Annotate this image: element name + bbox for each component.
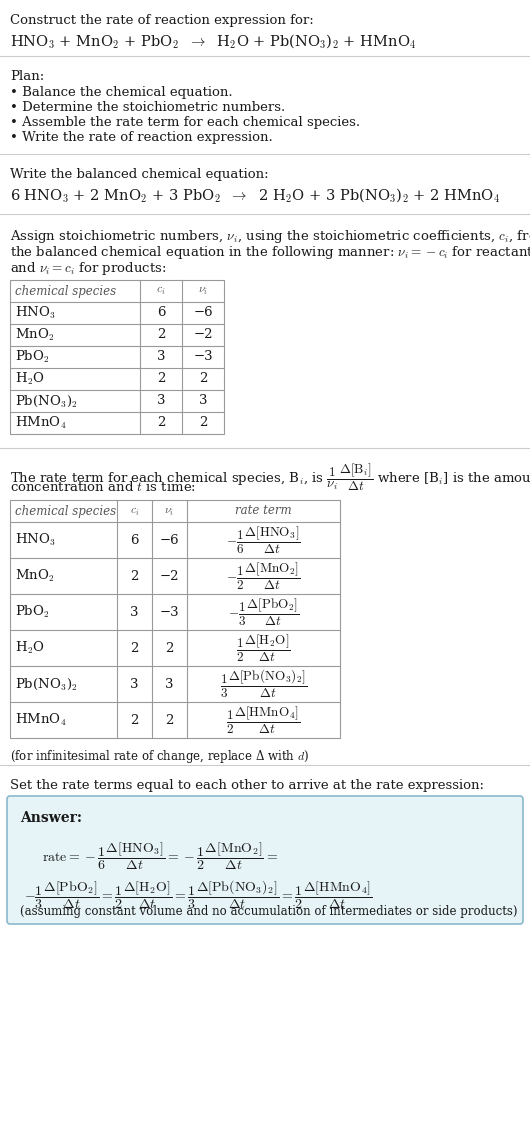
Text: HNO$_3$ + MnO$_2$ + PbO$_2$  $\rightarrow$  H$_2$O + Pb(NO$_3$)$_2$ + HMnO$_4$: HNO$_3$ + MnO$_2$ + PbO$_2$ $\rightarrow…: [10, 32, 417, 50]
Text: H$_2$O: H$_2$O: [15, 370, 45, 388]
Text: 2: 2: [157, 373, 165, 385]
Text: $\dfrac{1}{3}\dfrac{\Delta[\mathrm{Pb(NO_3)_2}]}{\Delta t}$: $\dfrac{1}{3}\dfrac{\Delta[\mathrm{Pb(NO…: [220, 668, 307, 700]
Text: Set the rate terms equal to each other to arrive at the rate expression:: Set the rate terms equal to each other t…: [10, 779, 484, 792]
Text: HMnO$_4$: HMnO$_4$: [15, 711, 66, 728]
Text: Pb(NO$_3$)$_2$: Pb(NO$_3$)$_2$: [15, 393, 78, 409]
Bar: [10, 500, 340, 738]
Text: Write the balanced chemical equation:: Write the balanced chemical equation:: [10, 168, 269, 181]
Text: 2: 2: [157, 416, 165, 430]
Text: chemical species: chemical species: [15, 285, 116, 298]
Text: the balanced chemical equation in the following manner: $\nu_i = -c_i$ for react: the balanced chemical equation in the fo…: [10, 244, 530, 261]
Text: rate term: rate term: [235, 505, 292, 518]
Text: $-\dfrac{1}{2}\dfrac{\Delta[\mathrm{MnO_2}]}{\Delta t}$: $-\dfrac{1}{2}\dfrac{\Delta[\mathrm{MnO_…: [226, 561, 301, 592]
Text: Construct the rate of reaction expression for:: Construct the rate of reaction expressio…: [10, 14, 314, 27]
Text: (assuming constant volume and no accumulation of intermediates or side products): (assuming constant volume and no accumul…: [20, 905, 517, 918]
Text: −2: −2: [160, 570, 179, 583]
Text: • Assemble the rate term for each chemical species.: • Assemble the rate term for each chemic…: [10, 116, 360, 129]
Text: 2: 2: [199, 416, 207, 430]
Text: Answer:: Answer:: [20, 811, 82, 825]
Text: 2: 2: [130, 570, 139, 583]
Text: concentration and $t$ is time:: concentration and $t$ is time:: [10, 480, 196, 494]
Text: 6 HNO$_3$ + 2 MnO$_2$ + 3 PbO$_2$  $\rightarrow$  2 H$_2$O + 3 Pb(NO$_3$)$_2$ + : 6 HNO$_3$ + 2 MnO$_2$ + 3 PbO$_2$ $\righ…: [10, 186, 500, 204]
Text: $\nu_i$: $\nu_i$: [164, 505, 175, 518]
Text: • Determine the stoichiometric numbers.: • Determine the stoichiometric numbers.: [10, 101, 285, 114]
Text: −6: −6: [193, 307, 213, 319]
Text: $c_i$: $c_i$: [156, 285, 166, 298]
Text: • Write the rate of reaction expression.: • Write the rate of reaction expression.: [10, 131, 273, 144]
Text: $\dfrac{1}{2}\dfrac{\Delta[\mathrm{HMnO_4}]}{\Delta t}$: $\dfrac{1}{2}\dfrac{\Delta[\mathrm{HMnO_…: [226, 705, 301, 735]
Text: 2: 2: [157, 328, 165, 342]
FancyBboxPatch shape: [7, 796, 523, 925]
Text: $-\dfrac{1}{3}\dfrac{\Delta[\mathrm{PbO_2}]}{\Delta t} = \dfrac{1}{2}\dfrac{\Del: $-\dfrac{1}{3}\dfrac{\Delta[\mathrm{PbO_…: [24, 879, 373, 911]
Text: (for infinitesimal rate of change, replace Δ with $d$): (for infinitesimal rate of change, repla…: [10, 748, 309, 765]
Text: chemical species: chemical species: [15, 505, 116, 518]
Text: 2: 2: [130, 642, 139, 654]
Text: MnO$_2$: MnO$_2$: [15, 568, 55, 584]
Text: $\dfrac{1}{2}\dfrac{\Delta[\mathrm{H_2O}]}{\Delta t}$: $\dfrac{1}{2}\dfrac{\Delta[\mathrm{H_2O}…: [236, 633, 291, 663]
Text: −6: −6: [160, 534, 179, 546]
Text: 3: 3: [130, 677, 139, 691]
Text: PbO$_2$: PbO$_2$: [15, 349, 50, 365]
Text: −3: −3: [160, 605, 179, 619]
Text: Pb(NO$_3$)$_2$: Pb(NO$_3$)$_2$: [15, 676, 78, 692]
Text: 6: 6: [130, 534, 139, 546]
Text: −2: −2: [193, 328, 213, 342]
Text: and $\nu_i = c_i$ for products:: and $\nu_i = c_i$ for products:: [10, 260, 166, 277]
Text: 2: 2: [130, 714, 139, 726]
Text: 2: 2: [199, 373, 207, 385]
Text: −3: −3: [193, 350, 213, 364]
Text: HNO$_3$: HNO$_3$: [15, 532, 56, 548]
Text: H$_2$O: H$_2$O: [15, 640, 45, 657]
Text: 3: 3: [165, 677, 174, 691]
Text: HMnO$_4$: HMnO$_4$: [15, 415, 66, 431]
Text: 2: 2: [165, 714, 174, 726]
Text: MnO$_2$: MnO$_2$: [15, 327, 55, 343]
Text: $-\dfrac{1}{6}\dfrac{\Delta[\mathrm{HNO_3}]}{\Delta t}$: $-\dfrac{1}{6}\dfrac{\Delta[\mathrm{HNO_…: [226, 524, 301, 555]
Text: HNO$_3$: HNO$_3$: [15, 304, 56, 321]
Text: Assign stoichiometric numbers, $\nu_i$, using the stoichiometric coefficients, $: Assign stoichiometric numbers, $\nu_i$, …: [10, 228, 530, 245]
Text: 3: 3: [157, 394, 165, 407]
Text: $-\dfrac{1}{3}\dfrac{\Delta[\mathrm{PbO_2}]}{\Delta t}$: $-\dfrac{1}{3}\dfrac{\Delta[\mathrm{PbO_…: [228, 596, 299, 627]
Text: $\nu_i$: $\nu_i$: [198, 285, 208, 298]
Text: Plan:: Plan:: [10, 70, 44, 83]
Text: • Balance the chemical equation.: • Balance the chemical equation.: [10, 86, 233, 99]
Bar: [10, 280, 224, 434]
Text: 2: 2: [165, 642, 174, 654]
Text: PbO$_2$: PbO$_2$: [15, 604, 50, 620]
Text: $\mathrm{rate} = -\dfrac{1}{6}\dfrac{\Delta[\mathrm{HNO_3}]}{\Delta t} = -\dfrac: $\mathrm{rate} = -\dfrac{1}{6}\dfrac{\De…: [42, 841, 278, 872]
Text: The rate term for each chemical species, B$_i$, is $\dfrac{1}{\nu_i}\dfrac{\Delt: The rate term for each chemical species,…: [10, 462, 530, 494]
Text: 6: 6: [157, 307, 165, 319]
Text: $c_i$: $c_i$: [130, 505, 139, 518]
Text: 3: 3: [199, 394, 207, 407]
Text: 3: 3: [157, 350, 165, 364]
Text: 3: 3: [130, 605, 139, 619]
